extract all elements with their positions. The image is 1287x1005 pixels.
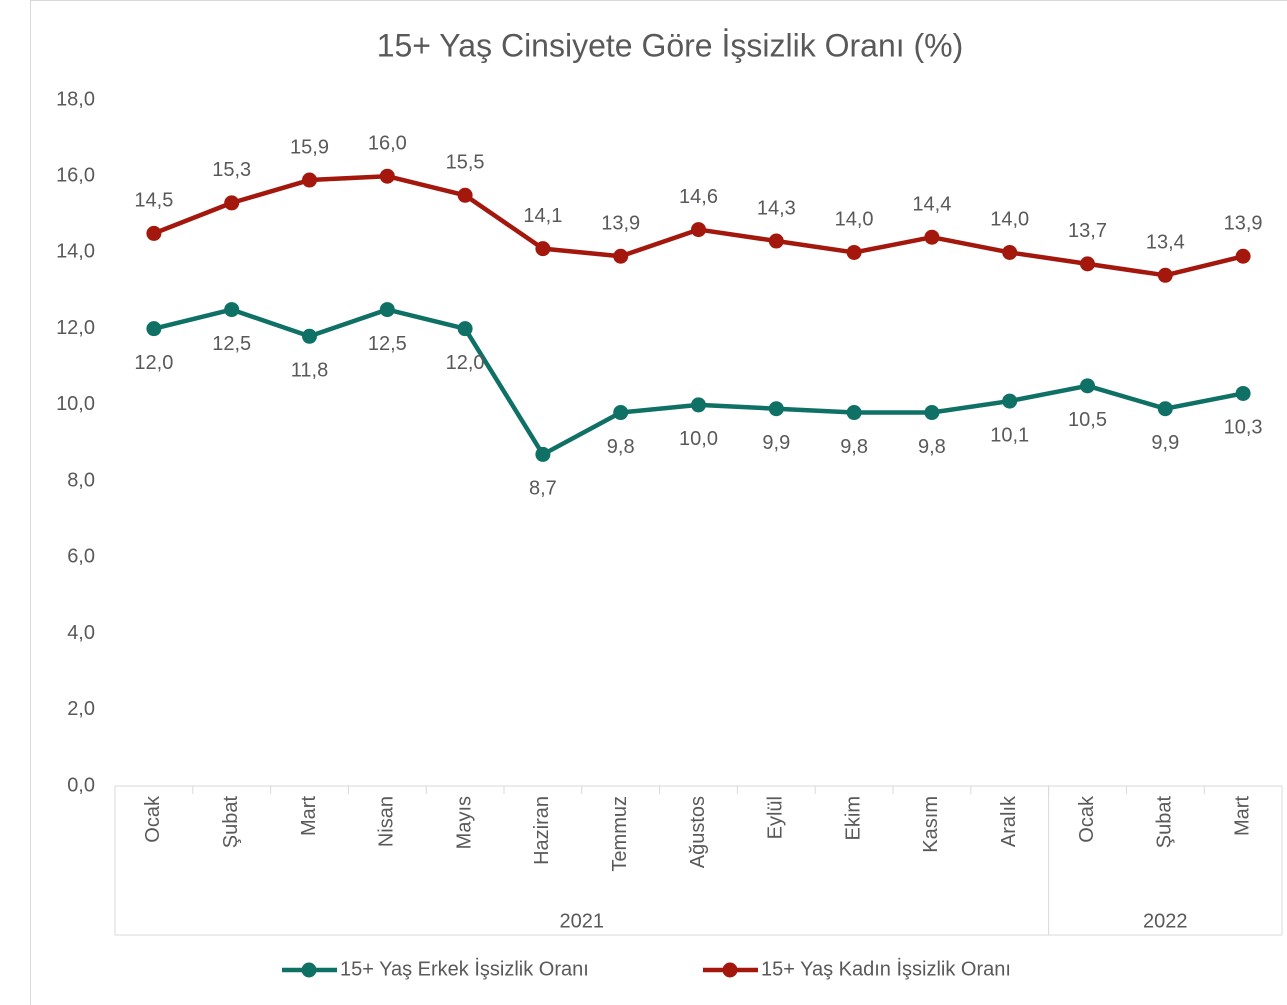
x-tick-label: Kasım — [920, 796, 942, 853]
series-marker — [535, 446, 551, 462]
x-tick-label: Haziran — [531, 796, 553, 865]
y-tick-label: 6,0 — [67, 546, 95, 568]
legend-label: 15+ Yaş Kadın İşsizlik Oranı — [761, 957, 1011, 980]
series-marker — [691, 222, 706, 238]
x-tick-label: Ağustos — [687, 796, 709, 868]
data-label: 13,4 — [1146, 232, 1185, 254]
data-label: 10,5 — [1068, 409, 1107, 431]
x-tick-label: Ocak — [1076, 795, 1098, 843]
data-label: 8,7 — [529, 478, 557, 500]
x-tick-label: Mayıs — [453, 796, 475, 849]
data-label: 13,7 — [1068, 220, 1107, 242]
series-marker — [535, 241, 551, 257]
y-tick-label: 4,0 — [67, 622, 95, 644]
series-marker — [1235, 248, 1251, 264]
data-label: 9,9 — [1151, 432, 1179, 454]
data-label: 15,3 — [212, 159, 251, 181]
series-marker — [1157, 401, 1173, 417]
y-tick-label: 12,0 — [56, 317, 95, 339]
data-label: 14,1 — [523, 205, 562, 227]
data-label: 14,0 — [835, 209, 874, 231]
data-label: 15,5 — [446, 152, 485, 174]
series-marker — [457, 187, 473, 203]
x-tick-label: Mart — [298, 796, 320, 836]
data-label: 14,6 — [679, 186, 718, 208]
data-label: 13,9 — [1224, 213, 1263, 235]
series-marker — [1002, 244, 1018, 260]
chart-title: 15+ Yaş Cinsiyete Göre İşsizlik Oranı (%… — [377, 27, 964, 63]
series-marker — [768, 233, 784, 249]
series-marker — [613, 405, 629, 421]
x-tick-label: Nisan — [376, 796, 398, 847]
series-marker — [768, 401, 784, 417]
data-label: 12,0 — [134, 352, 173, 374]
series-marker — [1080, 256, 1095, 272]
series-marker — [1235, 385, 1251, 401]
y-tick-label: 14,0 — [56, 241, 95, 263]
x-tick-label: Şubat — [1154, 796, 1176, 849]
series-marker — [457, 321, 473, 337]
x-tick-label: Mart — [1231, 796, 1253, 836]
data-label: 13,9 — [601, 213, 640, 235]
data-label: 11,8 — [291, 360, 328, 382]
data-label: 15,9 — [290, 136, 329, 158]
series-marker — [146, 321, 162, 337]
data-label: 9,8 — [607, 436, 635, 458]
data-label: 14,0 — [990, 209, 1029, 231]
data-label: 14,3 — [757, 197, 796, 219]
chart-border — [30, 0, 1287, 1005]
y-tick-label: 8,0 — [67, 469, 95, 491]
series-marker — [846, 244, 862, 260]
data-label: 10,1 — [990, 424, 1029, 446]
series-marker — [302, 172, 317, 188]
x-tick-label: Temmuz — [609, 796, 631, 872]
series-marker — [691, 397, 706, 413]
group-label: 2021 — [560, 910, 605, 932]
series-marker — [613, 248, 629, 264]
y-tick-label: 2,0 — [67, 698, 95, 720]
data-label: 12,5 — [368, 333, 407, 355]
series-marker — [379, 302, 395, 318]
series-marker — [224, 302, 240, 318]
series-marker — [1002, 393, 1018, 409]
x-tick-label: Aralık — [998, 795, 1020, 847]
series-marker — [846, 405, 862, 421]
legend-marker — [722, 962, 738, 978]
series-marker — [1157, 267, 1173, 283]
series-marker — [224, 195, 240, 211]
series-marker — [379, 168, 395, 184]
x-tick-label: Şubat — [220, 796, 242, 849]
data-label: 14,5 — [134, 190, 173, 212]
series-marker — [302, 328, 317, 344]
data-label: 14,4 — [912, 193, 951, 215]
data-label: 9,8 — [918, 436, 946, 458]
data-label: 12,0 — [446, 352, 485, 374]
legend-label: 15+ Yaş Erkek İşsizlik Oranı — [340, 957, 589, 980]
y-tick-label: 10,0 — [56, 393, 95, 415]
series-marker — [924, 405, 940, 421]
group-label: 2022 — [1143, 910, 1188, 932]
series-marker — [1080, 378, 1095, 394]
series-marker — [924, 229, 940, 245]
data-label: 9,8 — [840, 436, 868, 458]
data-label: 10,0 — [679, 428, 718, 450]
y-tick-label: 18,0 — [56, 88, 95, 110]
data-label: 10,3 — [1224, 417, 1263, 439]
legend-marker — [301, 962, 317, 978]
x-tick-label: Ocak — [142, 795, 164, 843]
data-label: 9,9 — [762, 432, 790, 454]
data-label: 16,0 — [368, 133, 407, 155]
data-label: 12,5 — [212, 333, 251, 355]
series-marker — [146, 225, 162, 241]
x-tick-label: Ekim — [842, 796, 864, 840]
y-tick-label: 16,0 — [56, 165, 95, 187]
y-tick-label: 0,0 — [67, 774, 95, 796]
x-tick-label: Eylül — [765, 796, 787, 839]
